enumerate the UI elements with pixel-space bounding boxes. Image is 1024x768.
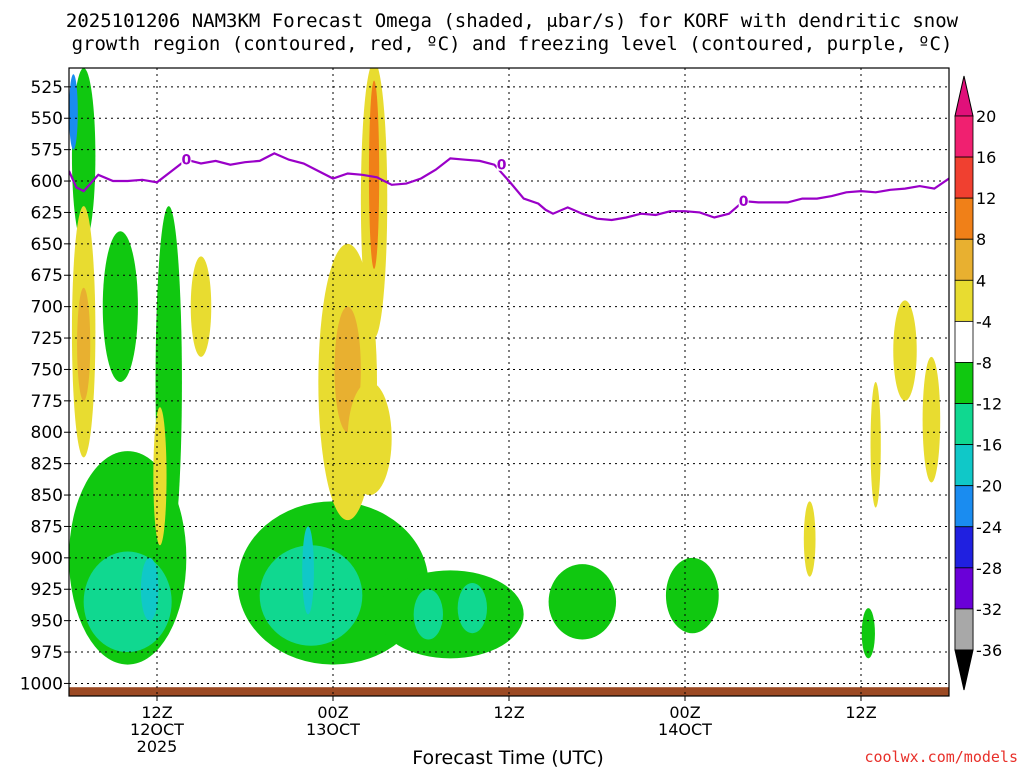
omega-region bbox=[548, 564, 617, 640]
omega-region bbox=[102, 231, 138, 382]
y-tick-label: 675 bbox=[31, 266, 63, 286]
freezing-level-label: 0 bbox=[497, 158, 507, 174]
omega-region bbox=[870, 382, 881, 508]
colorbar-max-arrow bbox=[954, 75, 974, 117]
colorbar-label: -16 bbox=[976, 436, 1002, 455]
x-tick-label: 14OCT bbox=[658, 720, 712, 739]
y-tick-label: 825 bbox=[31, 455, 63, 475]
omega-region bbox=[665, 557, 719, 634]
y-tick-label: 525 bbox=[31, 78, 63, 98]
colorbar-swatch bbox=[954, 156, 974, 199]
colorbar-swatch bbox=[954, 279, 974, 322]
credit-link[interactable]: coolwx.com/models bbox=[864, 748, 1018, 766]
omega-region bbox=[803, 501, 816, 577]
colorbar-swatch bbox=[954, 115, 974, 158]
colorbar-label: 8 bbox=[976, 230, 986, 249]
colorbar-label: 4 bbox=[976, 271, 986, 290]
y-tick-label: 550 bbox=[31, 109, 63, 129]
y-tick-label: 575 bbox=[31, 141, 63, 161]
omega-region bbox=[140, 557, 159, 621]
y-tick-label: 875 bbox=[31, 517, 63, 537]
y-tick-label: 725 bbox=[31, 329, 63, 349]
y-tick-label: 600 bbox=[31, 172, 63, 192]
x-tick-label: 12Z bbox=[141, 703, 172, 722]
colorbar-label: -36 bbox=[976, 641, 1002, 660]
colorbar-swatch bbox=[954, 567, 974, 610]
colorbar-swatch bbox=[954, 444, 974, 487]
y-tick-label: 925 bbox=[31, 580, 63, 600]
y-tick-label: 650 bbox=[31, 235, 63, 255]
colorbar-label: -12 bbox=[976, 395, 1002, 414]
omega-region bbox=[302, 526, 314, 615]
x-tick-label: 00Z bbox=[317, 703, 348, 722]
colorbar-label: 20 bbox=[976, 107, 996, 126]
omega-region bbox=[71, 68, 96, 244]
colorbar-label: -32 bbox=[976, 600, 1002, 619]
omega-region bbox=[413, 589, 444, 640]
colorbar-label: -28 bbox=[976, 559, 1002, 578]
ground-surface bbox=[69, 687, 949, 696]
colorbar-swatch bbox=[954, 197, 974, 240]
colorbar-label: -20 bbox=[976, 477, 1002, 496]
omega-region bbox=[153, 407, 167, 546]
colorbar-swatch bbox=[954, 320, 974, 363]
colorbar-swatch bbox=[954, 403, 974, 446]
y-tick-label: 625 bbox=[31, 203, 63, 223]
colorbar-swatch bbox=[954, 238, 974, 281]
omega-region bbox=[922, 356, 941, 483]
omega-region bbox=[368, 80, 380, 269]
x-tick-label: 12Z bbox=[493, 703, 524, 722]
omega-region bbox=[77, 287, 91, 401]
colorbar-label: 12 bbox=[976, 189, 996, 208]
x-tick-label: 2025 bbox=[137, 737, 178, 756]
colorbar-swatch bbox=[954, 362, 974, 404]
x-tick-label: 00Z bbox=[669, 703, 700, 722]
y-tick-label: 850 bbox=[31, 486, 63, 506]
y-tick-label: 775 bbox=[31, 392, 63, 412]
contour-label-bg bbox=[181, 151, 192, 166]
freezing-level-label: 0 bbox=[181, 153, 191, 169]
omega-region bbox=[861, 608, 875, 659]
y-tick-label: 800 bbox=[31, 423, 63, 443]
freezing-level-label: 0 bbox=[739, 194, 749, 210]
colorbar-min-arrow bbox=[954, 649, 974, 691]
omega-region bbox=[83, 551, 172, 653]
colorbar-swatch bbox=[954, 485, 974, 528]
omega-region bbox=[69, 74, 78, 150]
chart-title-line-2: growth region (contoured, red, ºC) and f… bbox=[71, 33, 953, 55]
x-tick-label: 12Z bbox=[845, 703, 876, 722]
chart-title-line-1: 2025101206 NAM3KM Forecast Omega (shaded… bbox=[65, 10, 959, 32]
y-tick-label: 1000 bbox=[20, 674, 63, 694]
freezing-level-line bbox=[69, 152, 949, 222]
omega-region bbox=[347, 382, 392, 496]
x-axis-label: Forecast Time (UTC) bbox=[412, 747, 603, 768]
x-tick-label: 12OCT bbox=[130, 720, 184, 739]
colorbar-label: 16 bbox=[976, 148, 996, 167]
colorbar-swatch bbox=[954, 608, 974, 651]
colorbar-swatch bbox=[954, 526, 974, 569]
contour-label-bg bbox=[738, 193, 749, 208]
omega-region bbox=[377, 570, 524, 659]
y-tick-label: 700 bbox=[31, 298, 63, 318]
colorbar-label: -8 bbox=[976, 353, 992, 372]
x-tick-label: 13OCT bbox=[306, 720, 360, 739]
colorbar-label: -24 bbox=[976, 518, 1002, 537]
contour-label-bg bbox=[496, 156, 507, 171]
omega-region bbox=[457, 582, 488, 634]
colorbar-label: -4 bbox=[976, 312, 992, 331]
y-tick-label: 950 bbox=[31, 612, 63, 632]
y-tick-label: 750 bbox=[31, 360, 63, 380]
y-tick-label: 900 bbox=[31, 549, 63, 569]
y-tick-label: 975 bbox=[31, 643, 63, 663]
omega-region bbox=[893, 300, 917, 401]
